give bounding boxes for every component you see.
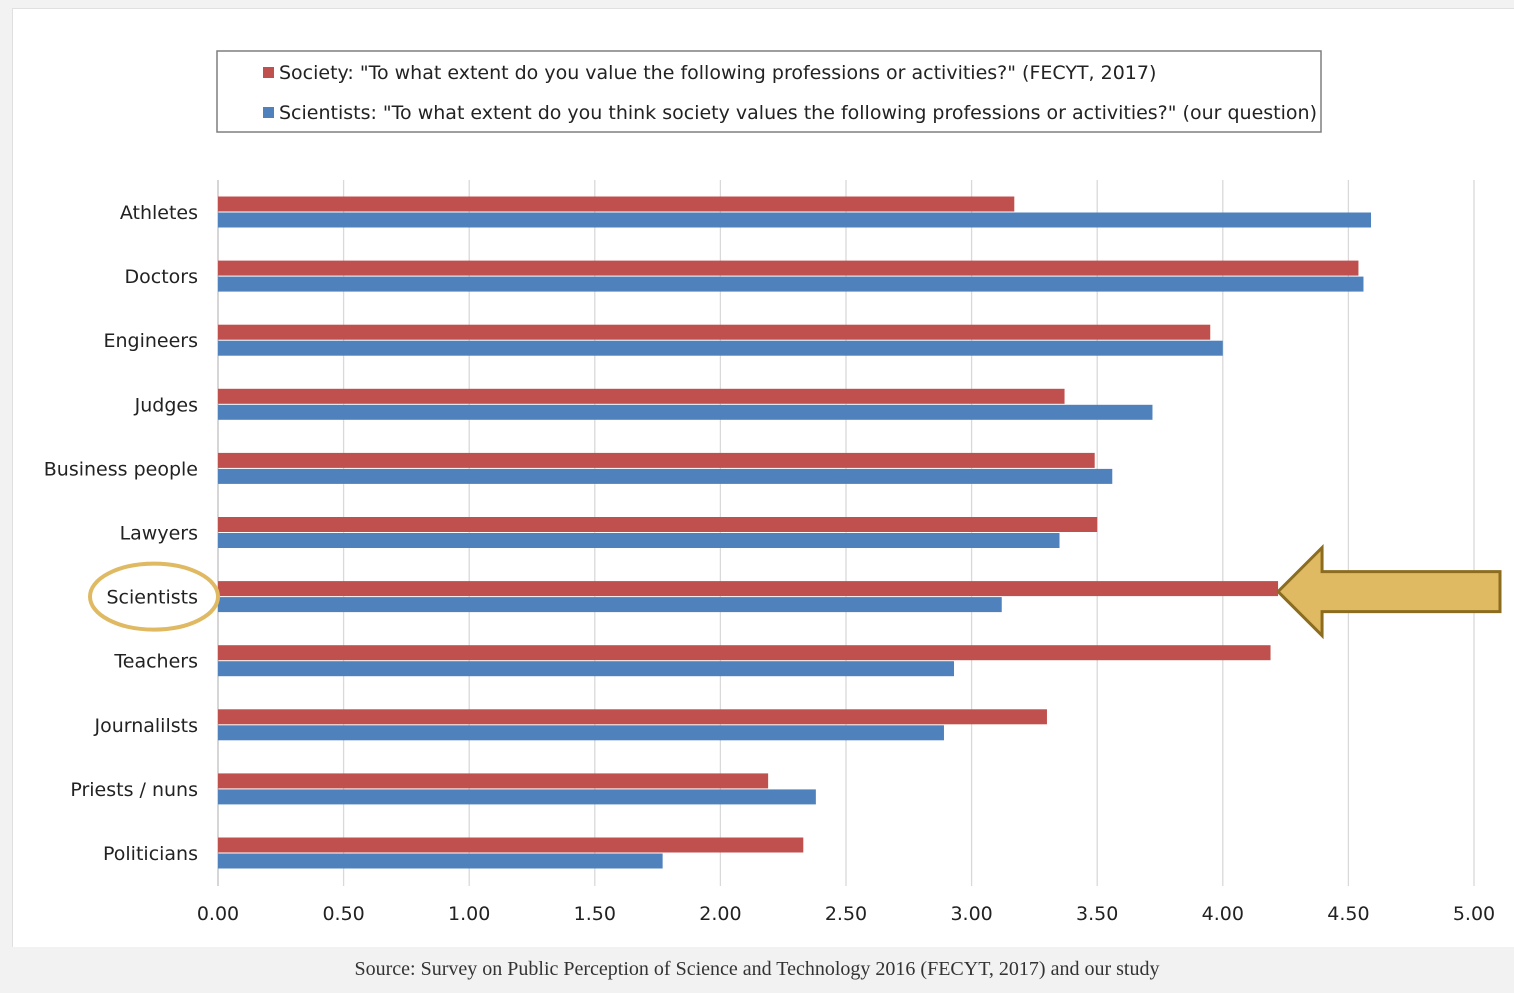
bar-scientists — [218, 853, 663, 869]
bar-society — [218, 773, 769, 789]
bar-scientists — [218, 404, 1153, 420]
bar-society — [218, 581, 1279, 597]
x-tick-label: 2.00 — [699, 903, 741, 925]
x-axis-tick-labels: 0.00 0.50 1.00 1.50 2.00 2.50 3.00 3.50 4.00 4.50… — [197, 903, 1495, 925]
category-labels: Athletes Doctors Engineers Judges Business p… — [44, 202, 198, 865]
bar-society — [218, 196, 1015, 212]
source-caption: Source: Survey on Public Perception of S… — [354, 958, 1160, 980]
legend-swatch-scientists — [263, 107, 274, 118]
bar-scientists — [218, 597, 1002, 613]
category-label: Business people — [44, 458, 198, 480]
category-label: Priests / nuns — [70, 779, 198, 801]
bar-scientists — [218, 789, 816, 805]
bar-society — [218, 452, 1095, 468]
bar-society — [218, 645, 1271, 661]
bar-scientists — [218, 533, 1060, 548]
bar-scientists — [218, 212, 1372, 228]
highlight-annotations — [88, 543, 1502, 640]
bar-society — [218, 837, 804, 853]
category-label: Athletes — [120, 202, 198, 224]
legend-box — [216, 50, 1322, 133]
bar-society — [218, 517, 1098, 532]
category-label: Teachers — [113, 651, 198, 673]
category-label: Lawyers — [120, 523, 198, 545]
bar-society — [218, 709, 1047, 725]
x-tick-label: 1.00 — [448, 903, 490, 925]
category-label: Politicians — [103, 843, 198, 865]
highlight-ellipse — [88, 561, 220, 632]
bar-scientists — [218, 661, 955, 677]
bars — [218, 196, 1372, 869]
bar-scientists — [218, 468, 1113, 484]
x-tick-label: 1.50 — [574, 903, 616, 925]
x-tick-label: 0.00 — [197, 903, 239, 925]
x-tick-label: 2.50 — [825, 903, 867, 925]
bar-scientists — [218, 725, 944, 741]
category-label: Judges — [134, 394, 198, 416]
bar-society — [218, 260, 1359, 276]
x-tick-label: 4.00 — [1202, 903, 1244, 925]
bar-society — [218, 324, 1211, 340]
bar-scientists — [218, 340, 1223, 356]
highlight-arrow — [1275, 543, 1502, 640]
x-tick-label: 4.50 — [1327, 903, 1369, 925]
x-tick-label: 3.00 — [950, 903, 992, 925]
bar-society — [218, 388, 1065, 404]
legend: Society: "To what extent do you value th… — [216, 50, 1322, 133]
x-tick-label: 5.00 — [1453, 903, 1495, 925]
category-label: Journalilsts — [93, 715, 198, 737]
x-tick-label: 0.50 — [322, 903, 364, 925]
x-tick-label: 3.50 — [1076, 903, 1118, 925]
legend-swatch-society — [263, 67, 274, 78]
legend-label-scientists: Scientists: "To what extent do you think… — [279, 102, 1317, 124]
bar-scientists — [218, 276, 1364, 292]
category-label: Doctors — [125, 266, 199, 288]
legend-label-society: Society: "To what extent do you value th… — [279, 62, 1156, 84]
category-label: Scientists — [107, 587, 199, 609]
category-label: Engineers — [103, 330, 198, 352]
